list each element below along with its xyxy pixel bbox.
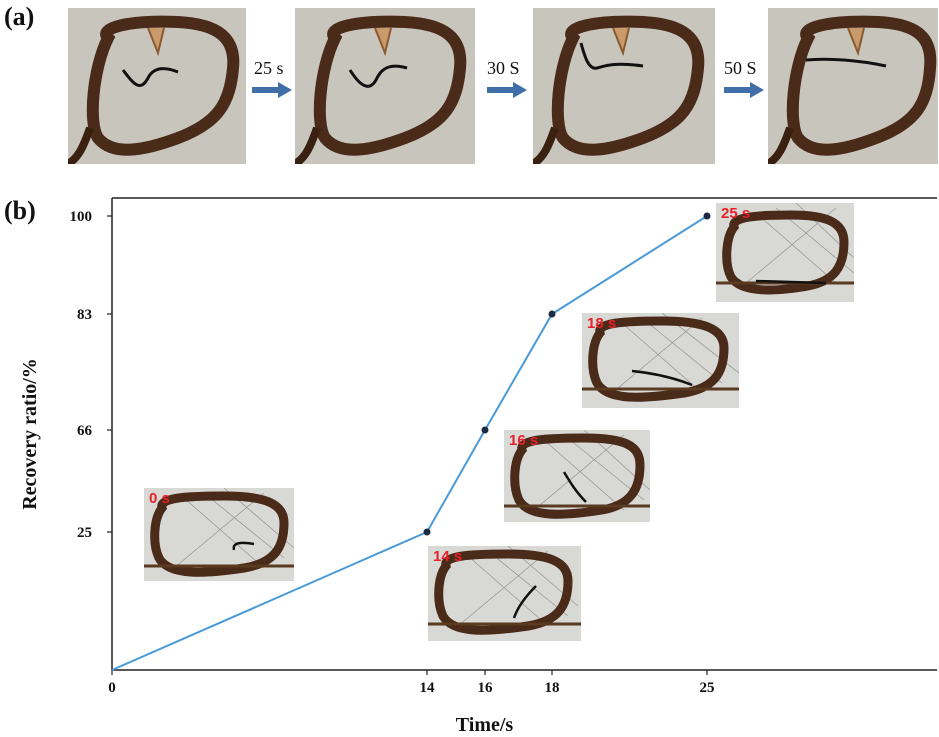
right-arrow-icon <box>724 82 764 98</box>
data-point <box>703 212 711 220</box>
data-point <box>481 426 489 434</box>
inset-label: 25 s <box>721 205 751 222</box>
y-tick-label: 25 <box>77 525 92 541</box>
step-label-2: 30 S <box>487 58 520 78</box>
sample-photo-4 <box>768 8 938 164</box>
inset-photo-16s: 16 s <box>504 430 650 522</box>
inset-photo-25s: 25 s <box>716 203 854 302</box>
x-tick-label: 0 <box>108 680 116 696</box>
x-tick-label: 18 <box>545 680 560 696</box>
sample-photo-1 <box>68 8 246 164</box>
y-axis-title: Recovery ratio/% <box>19 358 41 510</box>
panel-a-label: (a) <box>4 2 35 31</box>
right-arrow-icon <box>487 82 527 98</box>
x-tick-label: 16 <box>478 680 494 696</box>
inset-label: 16 s <box>509 432 539 449</box>
x-tick-label: 14 <box>420 680 436 696</box>
sample-photo-3 <box>533 8 715 164</box>
step-label-3: 50 S <box>724 58 757 78</box>
inset-photo-18s: 18 s <box>582 313 739 408</box>
y-tick-label: 100 <box>70 209 93 225</box>
sample-photo-2 <box>295 8 475 164</box>
inset-label: 14 s <box>433 548 463 565</box>
right-arrow-icon <box>252 82 292 98</box>
data-point <box>548 310 556 318</box>
inset-photo-14s: 14 s <box>428 546 581 641</box>
panel-b-label: (b) <box>4 196 36 225</box>
inset-label: 18 s <box>587 315 617 332</box>
y-tick-label: 83 <box>77 307 92 323</box>
inset-photo-0s: 0 s <box>144 488 294 581</box>
x-tick-label: 25 <box>700 680 715 696</box>
x-axis-title: Time/s <box>456 714 514 736</box>
y-tick-label: 66 <box>77 423 93 439</box>
data-point <box>423 528 431 536</box>
recovery-chart: 0 14 16 18 25 25 66 83 100 Time/s Recovery ratio/% <box>19 197 937 736</box>
inset-label: 0 s <box>149 490 170 507</box>
step-label-1: 25 s <box>254 58 284 78</box>
